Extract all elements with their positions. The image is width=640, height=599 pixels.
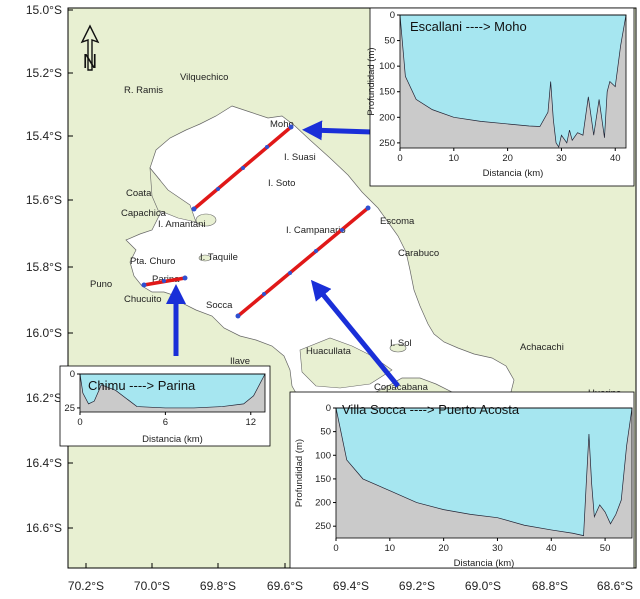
water-column-profile (335, 407, 633, 537)
lon-tick-label: 69.4°S (333, 579, 369, 593)
inset-y-tick: 0 (326, 403, 331, 414)
lon-tick-label: 70.0°S (134, 579, 170, 593)
inset-y-tick: 200 (379, 112, 395, 123)
island-sol (389, 343, 407, 353)
inset-y-tick: 200 (315, 498, 331, 509)
lon-tick-label: 69.8°S (200, 579, 236, 593)
lon-tick-label: 68.6°S (597, 579, 633, 593)
lon-tick-label: 68.8°S (532, 579, 568, 593)
inset-y-tick: 0 (70, 369, 75, 380)
place-label: I. Campanario (286, 225, 346, 236)
lat-tick-label: 15.0°S (26, 3, 62, 17)
inset-x-tick: 20 (502, 153, 513, 164)
place-label: I. Taquile (200, 252, 238, 263)
inset-x-tick: 10 (385, 543, 396, 554)
place-label: Chucuito (124, 294, 162, 305)
inset-y-tick: 150 (379, 87, 395, 98)
lat-tick-label: 15.4°S (26, 129, 62, 143)
inset-x-tick: 0 (333, 543, 338, 554)
place-label: Huacullata (306, 346, 352, 357)
lon-tick-label: 69.6°S (267, 579, 303, 593)
copacabana-peninsula (299, 337, 393, 389)
place-label: Socca (206, 300, 233, 311)
inset-x-tick: 12 (245, 417, 256, 428)
inset-xlabel: Distancia (km) (483, 168, 544, 179)
place-label: Escoma (380, 216, 415, 227)
transect-socca-acosta (236, 206, 370, 318)
place-label: I. Sol (390, 338, 412, 349)
place-label: Pta. Churo (130, 256, 175, 267)
inset-x-tick: 0 (77, 417, 82, 428)
inset-x-tick: 50 (600, 543, 611, 554)
pointer-arrows (166, 120, 400, 388)
inset-x-tick: 40 (610, 153, 621, 164)
inset-title: Villa Socca ----> Puerto Acosta (342, 402, 520, 417)
island-amantani (195, 213, 217, 227)
arrow-to-socca-acosta (310, 279, 400, 388)
arrow-to-escallani-moho (302, 120, 373, 141)
island-taquile (198, 254, 212, 262)
inset-ylabel: Profundidad (m) (366, 47, 377, 115)
inset-y-tick: 100 (315, 450, 331, 461)
inset-y-tick: 50 (384, 36, 395, 47)
inset-x-tick: 6 (163, 417, 168, 428)
latitude-tick-labels: 15.0°S 15.2°S 15.4°S 15.6°S 15.8°S 16.0°S 16.2… (26, 3, 73, 535)
place-label: Moho (270, 119, 294, 130)
inset-y-tick: 250 (379, 138, 395, 149)
lon-tick-label: 69.0°S (465, 579, 501, 593)
inset-y-tick: 100 (379, 61, 395, 72)
lat-tick-label: 15.6°S (26, 193, 62, 207)
inset-y-tick: 25 (64, 403, 75, 414)
lat-tick-label: 16.6°S (26, 521, 62, 535)
place-label: I. Amantani (158, 219, 206, 230)
lat-tick-label: 15.8°S (26, 260, 62, 274)
inset-y-tick: 150 (315, 474, 331, 485)
place-label: Achacachi (520, 342, 564, 353)
place-label: I. Suasi (284, 152, 316, 163)
inset-x-tick: 20 (438, 543, 449, 554)
inset-socca-acosta: Villa Socca ----> Puerto Acosta 0 10 20 30 40… (289, 391, 635, 569)
inset-xlabel: Distancia (km) (142, 434, 203, 445)
inset-x-tick: 30 (556, 153, 567, 164)
place-label: Capachica (121, 208, 167, 219)
inset-xlabel: Distancia (km) (454, 558, 515, 569)
place-label: Vilquechico (180, 72, 228, 83)
lat-tick-label: 16.0°S (26, 326, 62, 340)
place-label: R. Ramis (124, 85, 163, 96)
place-label: Ilave (230, 356, 250, 367)
peninsula-capachica (149, 167, 197, 223)
place-label: Coata (126, 188, 152, 199)
inset-x-tick: 30 (492, 543, 503, 554)
inset-escallani-moho: Escallani ----> Moho 0 10 20 30 40 0 50 100 150 20… (366, 7, 635, 187)
water-column-profile (399, 14, 627, 148)
inset-x-tick: 10 (449, 153, 460, 164)
lat-tick-label: 16.2°S (26, 391, 62, 405)
place-label: I. Soto (268, 178, 295, 189)
place-label: Copacabana (374, 382, 429, 393)
north-arrow-icon: N (80, 24, 100, 73)
inset-ylabel: Profundidad (m) (294, 439, 305, 507)
inset-x-tick: 40 (546, 543, 557, 554)
inset-y-tick: 0 (390, 10, 395, 21)
lon-tick-label: 70.2°S (68, 579, 104, 593)
place-label: Puno (90, 279, 112, 290)
water-column-profile (79, 373, 266, 409)
inset-title: Chimu ----> Parina (88, 378, 196, 393)
lat-tick-label: 16.4°S (26, 456, 62, 470)
place-label: Carabuco (398, 248, 439, 259)
north-arrow-label: N (83, 51, 97, 73)
longitude-tick-labels: 70.2°S 70.0°S 69.8°S 69.6°S 69.4°S 69.2°S 69.0… (68, 563, 633, 593)
inset-title: Escallani ----> Moho (410, 19, 527, 34)
inset-x-tick: 0 (397, 153, 402, 164)
inset-y-tick: 250 (315, 521, 331, 532)
lat-tick-label: 15.2°S (26, 66, 62, 80)
inset-y-tick: 50 (320, 427, 331, 438)
lon-tick-label: 69.2°S (399, 579, 435, 593)
transects (141, 124, 371, 319)
